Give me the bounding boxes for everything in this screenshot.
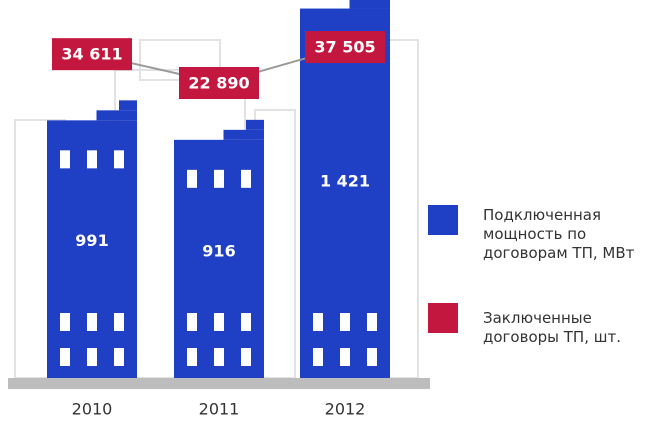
value-label: 34 611 xyxy=(61,45,122,64)
value-label: 916 xyxy=(202,241,235,260)
window xyxy=(87,150,97,168)
window xyxy=(114,348,124,366)
window xyxy=(60,313,70,331)
window xyxy=(214,313,224,331)
ground xyxy=(8,378,430,389)
window xyxy=(114,150,124,168)
page: 991 2010 916 2011 1 421 2012 34 611 22 890 37 50… xyxy=(0,0,656,425)
x-tick-label: 2012 xyxy=(325,400,366,419)
window xyxy=(187,348,197,366)
roof xyxy=(350,0,391,9)
window xyxy=(313,348,323,366)
window xyxy=(214,348,224,366)
roof xyxy=(246,120,264,130)
x-tick-label: 2011 xyxy=(199,400,240,419)
x-tick-label: 2010 xyxy=(72,400,113,419)
legend-label: Подключенная мощность по договорам ТП, М… xyxy=(483,206,653,263)
value-label: 991 xyxy=(75,231,108,250)
window xyxy=(60,150,70,168)
window xyxy=(87,348,97,366)
window xyxy=(87,313,97,331)
window xyxy=(214,170,224,188)
window xyxy=(60,348,70,366)
roof xyxy=(224,130,265,140)
window xyxy=(241,170,251,188)
legend-label: Заключенные договоры ТП, шт. xyxy=(483,309,653,347)
window xyxy=(187,313,197,331)
window xyxy=(241,313,251,331)
legend-swatch xyxy=(428,303,458,333)
roof xyxy=(119,100,137,110)
window xyxy=(241,348,251,366)
window xyxy=(313,313,323,331)
window xyxy=(340,313,350,331)
window xyxy=(340,348,350,366)
value-label: 37 505 xyxy=(314,38,375,57)
window xyxy=(367,313,377,331)
value-label: 1 421 xyxy=(320,172,370,191)
window xyxy=(367,348,377,366)
value-label: 22 890 xyxy=(188,74,249,93)
legend-swatch xyxy=(428,205,458,235)
window xyxy=(187,170,197,188)
window xyxy=(114,313,124,331)
roof xyxy=(97,110,138,120)
